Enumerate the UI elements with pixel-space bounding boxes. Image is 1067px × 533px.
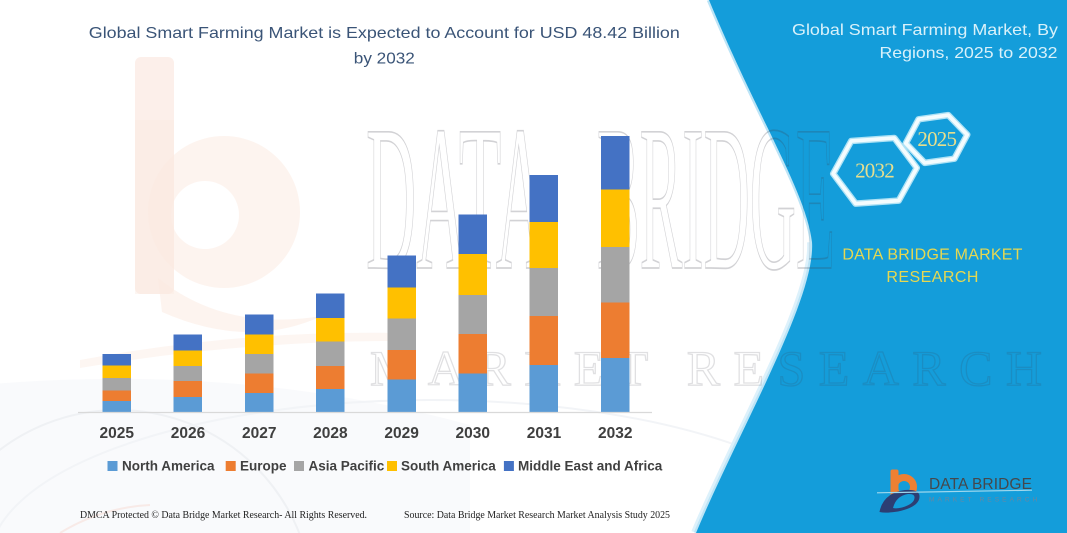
svg-text:2031: 2031 (527, 425, 562, 442)
svg-text:Global Smart Farming Market is: Global Smart Farming Market is Expected … (89, 25, 680, 42)
svg-text:2025: 2025 (100, 425, 135, 442)
svg-text:2030: 2030 (456, 425, 490, 442)
svg-text:Asia Pacific: Asia Pacific (309, 459, 385, 474)
svg-text:by 2032: by 2032 (354, 50, 415, 67)
svg-text:Source: Data Bridge Market Res: Source: Data Bridge Market Research Mark… (404, 509, 670, 521)
svg-text:2025: 2025 (917, 127, 956, 151)
svg-text:2026: 2026 (171, 425, 206, 442)
svg-text:2029: 2029 (384, 425, 419, 442)
svg-text:2027: 2027 (242, 425, 276, 442)
svg-text:Regions, 2025 to 2032: Regions, 2025 to 2032 (880, 45, 1058, 62)
svg-text:MARKET RESEARCH: MARKET RESEARCH (929, 497, 1040, 504)
svg-text:BRIDGE: BRIDGE (597, 83, 835, 313)
svg-text:RESEARCH: RESEARCH (886, 269, 978, 286)
svg-text:2032: 2032 (598, 425, 632, 442)
svg-text:2028: 2028 (313, 425, 348, 442)
svg-text:South America: South America (401, 459, 496, 474)
svg-text:Middle East and Africa: Middle East and Africa (518, 459, 663, 474)
svg-text:North America: North America (122, 459, 215, 474)
svg-text:2032: 2032 (855, 159, 894, 183)
svg-text:Global Smart Farming Market, B: Global Smart Farming Market, By (792, 22, 1058, 39)
svg-text:Europe: Europe (240, 459, 287, 474)
svg-text:DATA BRIDGE: DATA BRIDGE (929, 476, 1032, 493)
svg-text:DATA BRIDGE MARKET: DATA BRIDGE MARKET (842, 247, 1022, 264)
svg-text:DMCA Protected © Data Bridge M: DMCA Protected © Data Bridge Market Rese… (80, 509, 367, 521)
